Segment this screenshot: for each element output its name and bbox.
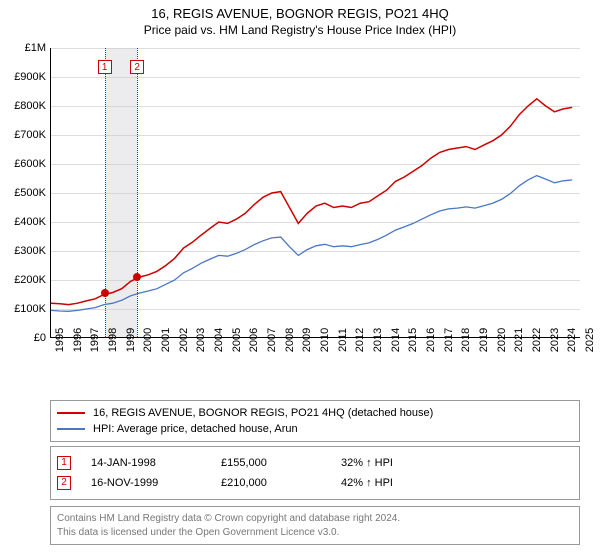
sale-marker-2: 2 [130, 60, 144, 74]
legend-swatch-hpi [57, 428, 85, 430]
xtick-label: 2012 [354, 328, 366, 352]
txn-pct: 32% ↑ HPI [341, 457, 461, 469]
ytick-label: £400K [2, 216, 46, 228]
txn-date: 16-NOV-1999 [91, 477, 221, 489]
ytick-label: £800K [2, 100, 46, 112]
xtick-label: 2014 [390, 328, 402, 352]
xtick-label: 2017 [443, 328, 455, 352]
transaction-table: 1 14-JAN-1998 £155,000 32% ↑ HPI 2 16-NO… [50, 446, 580, 500]
txn-marker-2: 2 [57, 476, 71, 490]
txn-marker-1: 1 [57, 456, 71, 470]
table-row: 2 16-NOV-1999 £210,000 42% ↑ HPI [57, 473, 573, 493]
xtick-label: 2003 [195, 328, 207, 352]
legend-row: 16, REGIS AVENUE, BOGNOR REGIS, PO21 4HQ… [57, 405, 573, 421]
plot-region: 1 2 [50, 48, 580, 338]
sale-point-1 [101, 289, 109, 297]
txn-pct: 42% ↑ HPI [341, 477, 461, 489]
chart-area: 1 2 £0£100K£200K£300K£400K£500K£600K£700… [50, 48, 580, 338]
line-series-svg [51, 48, 581, 338]
xtick-label: 1996 [72, 328, 84, 352]
txn-price: £155,000 [221, 457, 341, 469]
ytick-label: £200K [2, 274, 46, 286]
footer-line-1: Contains HM Land Registry data © Crown c… [57, 512, 573, 526]
xtick-label: 2018 [460, 328, 472, 352]
xtick-label: 2016 [425, 328, 437, 352]
series-property [51, 99, 572, 305]
xtick-label: 2019 [478, 328, 490, 352]
sale-point-2 [133, 273, 141, 281]
txn-price: £210,000 [221, 477, 341, 489]
xtick-label: 2020 [496, 328, 508, 352]
xtick-label: 2008 [284, 328, 296, 352]
xtick-label: 2007 [266, 328, 278, 352]
footer-line-2: This data is licensed under the Open Gov… [57, 526, 573, 540]
chart-subtitle: Price paid vs. HM Land Registry's House … [0, 21, 600, 37]
xtick-label: 2009 [301, 328, 313, 352]
xtick-label: 2025 [584, 328, 596, 352]
xtick-label: 2005 [231, 328, 243, 352]
ytick-label: £600K [2, 158, 46, 170]
xtick-label: 1998 [107, 328, 119, 352]
ytick-label: £1M [2, 42, 46, 54]
xtick-label: 2023 [549, 328, 561, 352]
xtick-label: 2022 [531, 328, 543, 352]
ytick-label: £700K [2, 129, 46, 141]
xtick-label: 2006 [248, 328, 260, 352]
xtick-label: 2015 [407, 328, 419, 352]
xtick-label: 2013 [372, 328, 384, 352]
chart-title: 16, REGIS AVENUE, BOGNOR REGIS, PO21 4HQ [0, 0, 600, 21]
xtick-label: 2021 [513, 328, 525, 352]
legend: 16, REGIS AVENUE, BOGNOR REGIS, PO21 4HQ… [50, 400, 580, 442]
ytick-label: £100K [2, 303, 46, 315]
legend-row: HPI: Average price, detached house, Arun [57, 421, 573, 437]
xtick-label: 2001 [160, 328, 172, 352]
xtick-label: 1997 [89, 328, 101, 352]
legend-swatch-property [57, 412, 85, 414]
footer-attribution: Contains HM Land Registry data © Crown c… [50, 506, 580, 545]
txn-date: 14-JAN-1998 [91, 457, 221, 469]
xtick-label: 2004 [213, 328, 225, 352]
xtick-label: 2000 [142, 328, 154, 352]
sale-marker-1: 1 [98, 60, 112, 74]
xtick-label: 1995 [54, 328, 66, 352]
xtick-label: 2024 [566, 328, 578, 352]
chart-container: 16, REGIS AVENUE, BOGNOR REGIS, PO21 4HQ… [0, 0, 600, 560]
xtick-label: 2010 [319, 328, 331, 352]
ytick-label: £0 [2, 332, 46, 344]
xtick-label: 2011 [337, 328, 349, 352]
series-hpi [51, 176, 572, 312]
ytick-label: £500K [2, 187, 46, 199]
legend-label-property: 16, REGIS AVENUE, BOGNOR REGIS, PO21 4HQ… [93, 407, 433, 419]
xtick-label: 2002 [178, 328, 190, 352]
ytick-label: £300K [2, 245, 46, 257]
ytick-label: £900K [2, 71, 46, 83]
legend-label-hpi: HPI: Average price, detached house, Arun [93, 423, 298, 435]
xtick-label: 1999 [125, 328, 137, 352]
table-row: 1 14-JAN-1998 £155,000 32% ↑ HPI [57, 453, 573, 473]
